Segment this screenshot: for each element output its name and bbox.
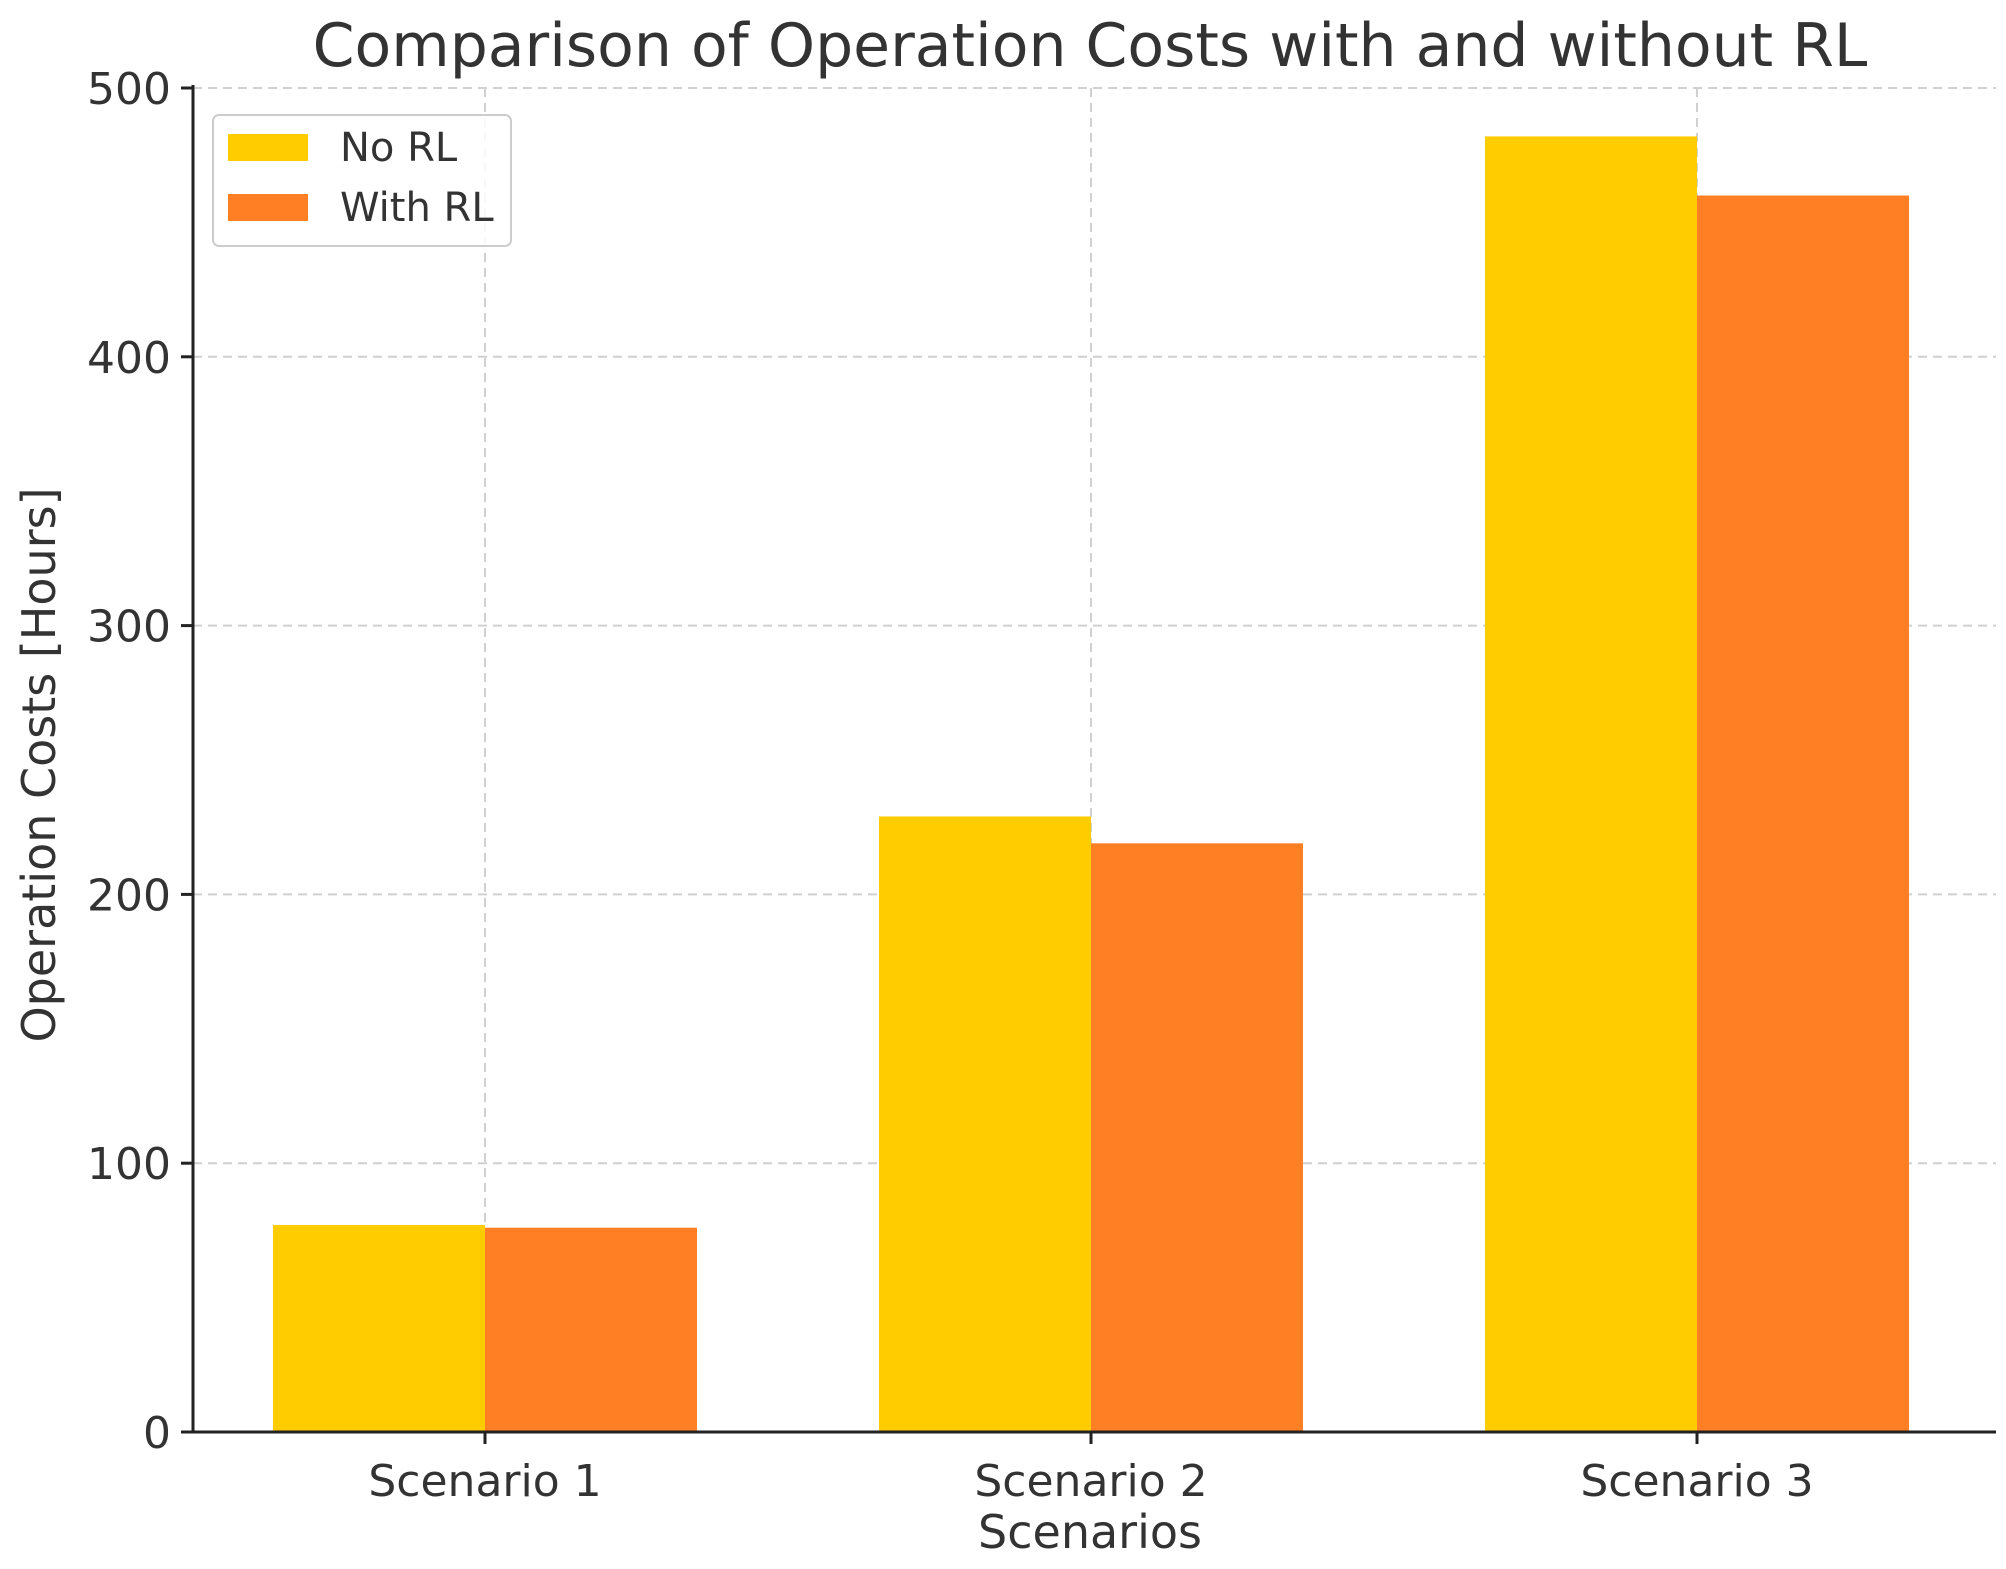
y-tick-label: 100	[87, 1139, 171, 1190]
y-axis-label: Operation Costs [Hours]	[12, 487, 66, 1042]
y-tick-label: 400	[87, 333, 171, 384]
x-axis-label: Scenarios	[978, 1505, 1202, 1559]
legend: No RL With RL	[212, 114, 512, 247]
bars	[273, 136, 1909, 1432]
legend-label-no-rl: No RL	[340, 125, 458, 171]
bar-with-rl-2	[1091, 843, 1303, 1432]
y-tick-label: 200	[87, 870, 171, 921]
bar-no-rl-2	[879, 816, 1091, 1432]
legend-label-with-rl: With RL	[340, 185, 494, 231]
axes	[181, 85, 1996, 1444]
x-tick-label: Scenario 2	[974, 1456, 1207, 1507]
x-tick-label: Scenario 3	[1580, 1456, 1813, 1507]
y-tick-label: 500	[87, 64, 171, 115]
chart-title: Comparison of Operation Costs with and w…	[313, 11, 1868, 81]
bar-no-rl-3	[1485, 136, 1697, 1432]
bar-no-rl-1	[273, 1225, 485, 1432]
legend-swatch-no-rl	[228, 134, 308, 161]
y-tick-label: 0	[143, 1408, 171, 1459]
bar-with-rl-1	[485, 1227, 697, 1432]
x-tick-label: Scenario 1	[368, 1456, 601, 1507]
bar-with-rl-3	[1697, 195, 1909, 1432]
legend-swatch-with-rl	[228, 194, 308, 221]
y-tick-label: 300	[87, 602, 171, 653]
tick-labels: 0 100 200 300 400 500 Scenario 1 Scenario 2 Scen…	[87, 64, 1814, 1507]
